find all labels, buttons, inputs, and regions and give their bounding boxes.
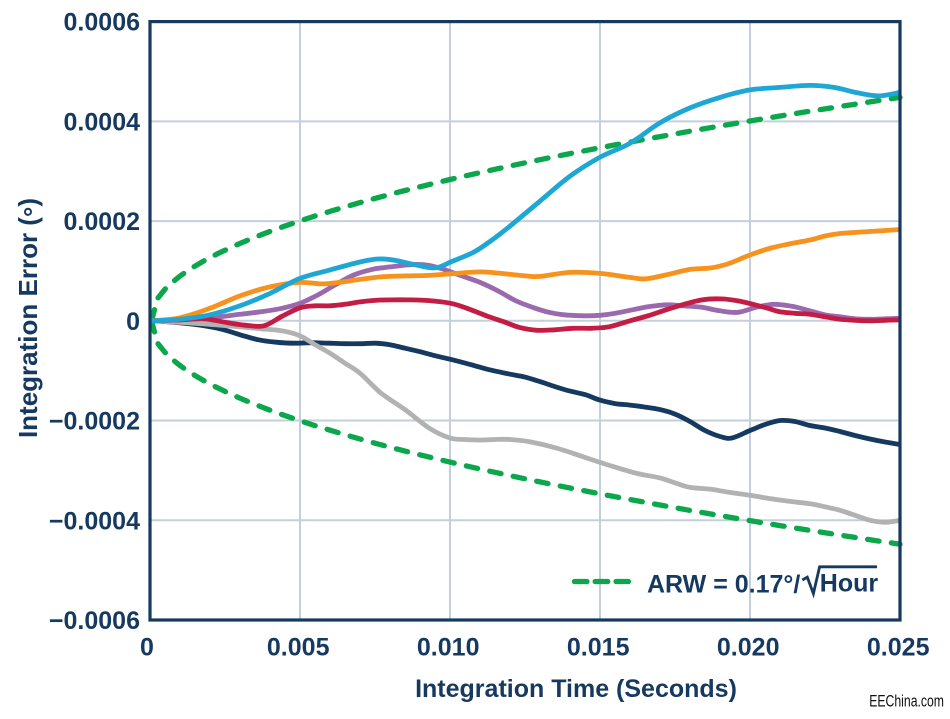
svg-text:0.020: 0.020 [717, 634, 780, 662]
svg-text:EEChina.com: EEChina.com [869, 693, 944, 711]
svg-text:0.0002: 0.0002 [64, 208, 140, 236]
svg-text:ARW = 0.17°/: ARW = 0.17°/ [647, 571, 800, 599]
svg-text:Hour: Hour [820, 570, 879, 598]
svg-text:−0.0004: −0.0004 [49, 507, 140, 535]
svg-text:0.025: 0.025 [867, 634, 930, 662]
svg-text:0.0004: 0.0004 [64, 108, 141, 136]
svg-text:Integration Time (Seconds): Integration Time (Seconds) [415, 675, 737, 703]
svg-text:0: 0 [126, 308, 140, 336]
svg-text:0.010: 0.010 [417, 634, 480, 662]
svg-text:0: 0 [140, 634, 154, 662]
svg-text:Integration Error (°): Integration Error (°) [13, 198, 48, 438]
svg-text:0.005: 0.005 [267, 634, 330, 662]
svg-text:0.0006: 0.0006 [64, 9, 140, 37]
svg-text:0.015: 0.015 [567, 634, 630, 662]
svg-text:−0.0006: −0.0006 [49, 607, 140, 635]
svg-text:−0.0002: −0.0002 [49, 408, 140, 436]
